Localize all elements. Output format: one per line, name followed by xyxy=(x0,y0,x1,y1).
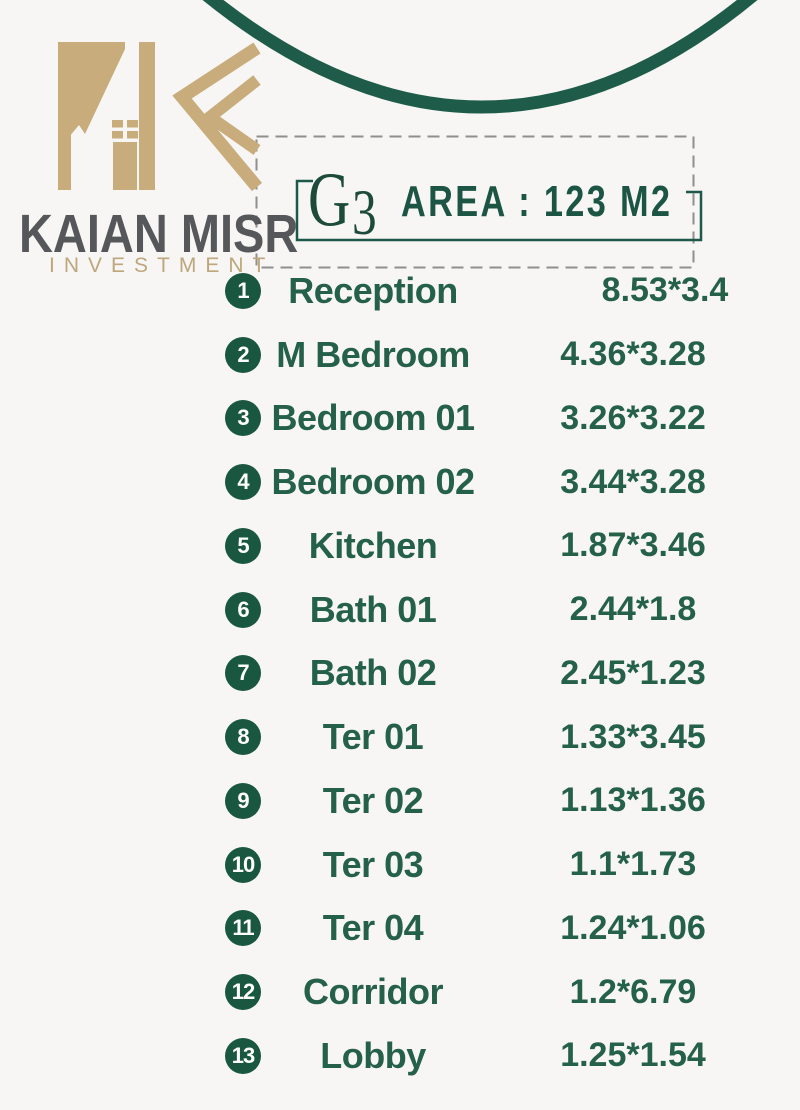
room-number-badge: 10 xyxy=(225,846,261,883)
logo-left-wall xyxy=(58,120,71,190)
table-row: 5 Kitchen 1.87*3.46 xyxy=(0,514,800,578)
room-name: Bath 01 xyxy=(309,588,437,630)
room-dimensions: 2.45*1.23 xyxy=(560,653,706,692)
room-dimensions: 3.44*3.28 xyxy=(560,462,706,501)
brand-name: KAIAN MISR xyxy=(19,204,299,264)
room-number-badge: 6 xyxy=(225,591,261,628)
logo-door-bar xyxy=(113,142,137,190)
logo-k-chevron-icon xyxy=(172,42,262,192)
room-dimensions: 1.33*3.45 xyxy=(560,717,706,756)
table-row: 10 Ter 03 1.1*1.73 xyxy=(0,833,800,897)
kaian-misr-logo xyxy=(58,42,262,192)
logo-house-icon xyxy=(58,42,155,190)
logo-roof-shape xyxy=(58,42,125,137)
room-number-badge: 9 xyxy=(225,782,261,819)
room-name: Ter 03 xyxy=(322,843,424,885)
room-dimensions: 1.24*1.06 xyxy=(560,908,706,947)
table-row: 12 Corridor 1.2*6.79 xyxy=(0,960,800,1024)
room-dimensions: 2.44*1.8 xyxy=(569,590,697,629)
room-number-badge: 11 xyxy=(225,910,261,947)
room-dimensions: 1.2*6.79 xyxy=(569,972,697,1011)
room-number-badge: 13 xyxy=(225,1037,261,1074)
logo-window-pane xyxy=(112,120,123,128)
room-name: Lobby xyxy=(320,1034,426,1076)
room-name: Bedroom 02 xyxy=(271,461,475,503)
logo-window-pane xyxy=(127,131,138,139)
room-number-badge: 2 xyxy=(225,336,261,373)
logo-window-pane xyxy=(112,131,123,139)
room-name: Ter 01 xyxy=(322,716,424,758)
table-row: 1 Reception 8.53*3.4 xyxy=(0,259,800,323)
room-name: Bedroom 01 xyxy=(271,397,475,439)
unit-code-number: 3 xyxy=(352,177,377,249)
room-number-badge: 5 xyxy=(225,527,261,564)
room-table: 1 Reception 8.53*3.4 2 M Bedroom 4.36*3.… xyxy=(0,259,800,1088)
room-dimensions: 1.13*1.36 xyxy=(560,781,706,820)
table-row: 6 Bath 01 2.44*1.8 xyxy=(0,578,800,642)
table-row: 11 Ter 04 1.24*1.06 xyxy=(0,897,800,961)
brand-subtitle: INVESTMENT xyxy=(49,254,275,277)
room-number-badge: 12 xyxy=(225,974,261,1011)
table-row: 8 Ter 01 1.33*3.45 xyxy=(0,705,800,769)
table-row: 2 M Bedroom 4.36*3.28 xyxy=(0,323,800,387)
room-number-badge: 8 xyxy=(225,719,261,756)
room-dimensions: 3.26*3.22 xyxy=(560,398,706,437)
table-row: 4 Bedroom 02 3.44*3.28 xyxy=(0,450,800,514)
room-number-badge: 4 xyxy=(225,464,261,501)
room-name: Reception xyxy=(288,269,458,311)
room-name: Corridor xyxy=(303,971,444,1013)
unit-area-label: AREA : 123 M2 xyxy=(401,177,673,226)
room-name: Bath 02 xyxy=(309,652,437,694)
room-dimensions: 1.25*1.54 xyxy=(560,1036,706,1075)
room-number-badge: 7 xyxy=(225,655,261,692)
room-dimensions: 1.87*3.46 xyxy=(560,526,706,565)
room-number-badge: 3 xyxy=(225,400,261,437)
table-row: 7 Bath 02 2.45*1.23 xyxy=(0,642,800,706)
room-dimensions: 8.53*3.4 xyxy=(601,271,729,310)
room-name: Ter 02 xyxy=(322,779,424,821)
table-row: 9 Ter 02 1.13*1.36 xyxy=(0,769,800,833)
room-name: Kitchen xyxy=(308,524,438,566)
room-number-badge: 1 xyxy=(225,272,261,309)
room-dimensions: 1.1*1.73 xyxy=(569,845,697,884)
table-row: 13 Lobby 1.25*1.54 xyxy=(0,1024,800,1088)
room-name: Ter 04 xyxy=(322,907,424,949)
table-row: 3 Bedroom 01 3.26*3.22 xyxy=(0,387,800,451)
logo-window-pane xyxy=(127,120,138,128)
room-name: M Bedroom xyxy=(276,333,470,375)
logo-center-bar xyxy=(139,42,155,190)
unit-code: G xyxy=(308,156,351,242)
room-dimensions: 4.36*3.28 xyxy=(560,335,706,374)
arc-decoration xyxy=(202,0,758,114)
